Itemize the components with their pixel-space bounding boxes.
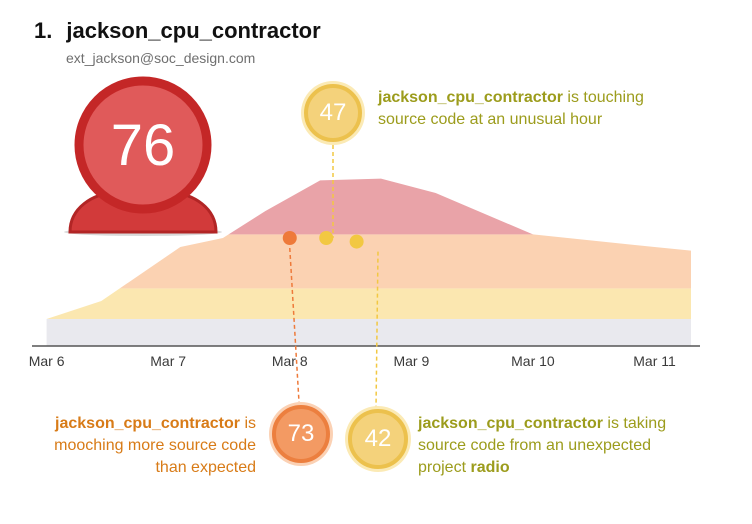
risk-band-1 xyxy=(46,288,691,319)
user-rank: 1. xyxy=(34,18,53,43)
user-name: jackson_cpu_contractor xyxy=(66,18,321,43)
user-heading: 1. jackson_cpu_contractor xyxy=(34,18,321,44)
x-tick-label: Mar 11 xyxy=(633,353,676,369)
callout-text: source code at an unusual hour xyxy=(378,111,603,128)
callout-text: than expected xyxy=(155,459,256,476)
callout-unexpected-project: jackson_cpu_contractor is taking source … xyxy=(418,413,738,479)
callout-text: is taking xyxy=(607,415,667,432)
risk-band-0 xyxy=(46,319,691,346)
callout-unusual-hour: jackson_cpu_contractor is touching sourc… xyxy=(378,87,644,131)
callout-text: source code from an unexpected xyxy=(418,437,652,454)
callout-text: mooching more source code xyxy=(54,437,256,454)
score-bubble-47: 47 xyxy=(304,84,362,142)
callout-project: radio xyxy=(470,459,510,476)
avatar-risk-score: 76 xyxy=(110,112,176,178)
callout-user: jackson_cpu_contractor xyxy=(55,415,240,432)
x-tick-label: Mar 6 xyxy=(29,353,65,369)
event-marker xyxy=(349,234,364,249)
score-bubble-42: 42 xyxy=(348,409,408,469)
score-bubble-73: 73 xyxy=(272,405,330,463)
event-marker xyxy=(319,231,334,245)
callout-user: jackson_cpu_contractor xyxy=(378,89,563,106)
user-avatar-icon xyxy=(64,76,222,236)
event-leader-line xyxy=(289,247,300,403)
callout-text: project xyxy=(418,459,467,476)
x-tick-label: Mar 8 xyxy=(272,353,308,369)
x-tick-label: Mar 10 xyxy=(511,353,555,369)
callout-text: is xyxy=(244,415,256,432)
user-email: ext_jackson@soc_design.com xyxy=(66,50,256,66)
x-tick-label: Mar 9 xyxy=(393,353,429,369)
event-marker xyxy=(282,231,297,245)
event-leader-line xyxy=(375,251,379,409)
callout-mooching: jackson_cpu_contractor is mooching more … xyxy=(14,413,256,479)
callout-text: is touching xyxy=(567,89,644,106)
callout-user: jackson_cpu_contractor xyxy=(418,415,603,432)
x-tick-label: Mar 7 xyxy=(150,353,186,369)
